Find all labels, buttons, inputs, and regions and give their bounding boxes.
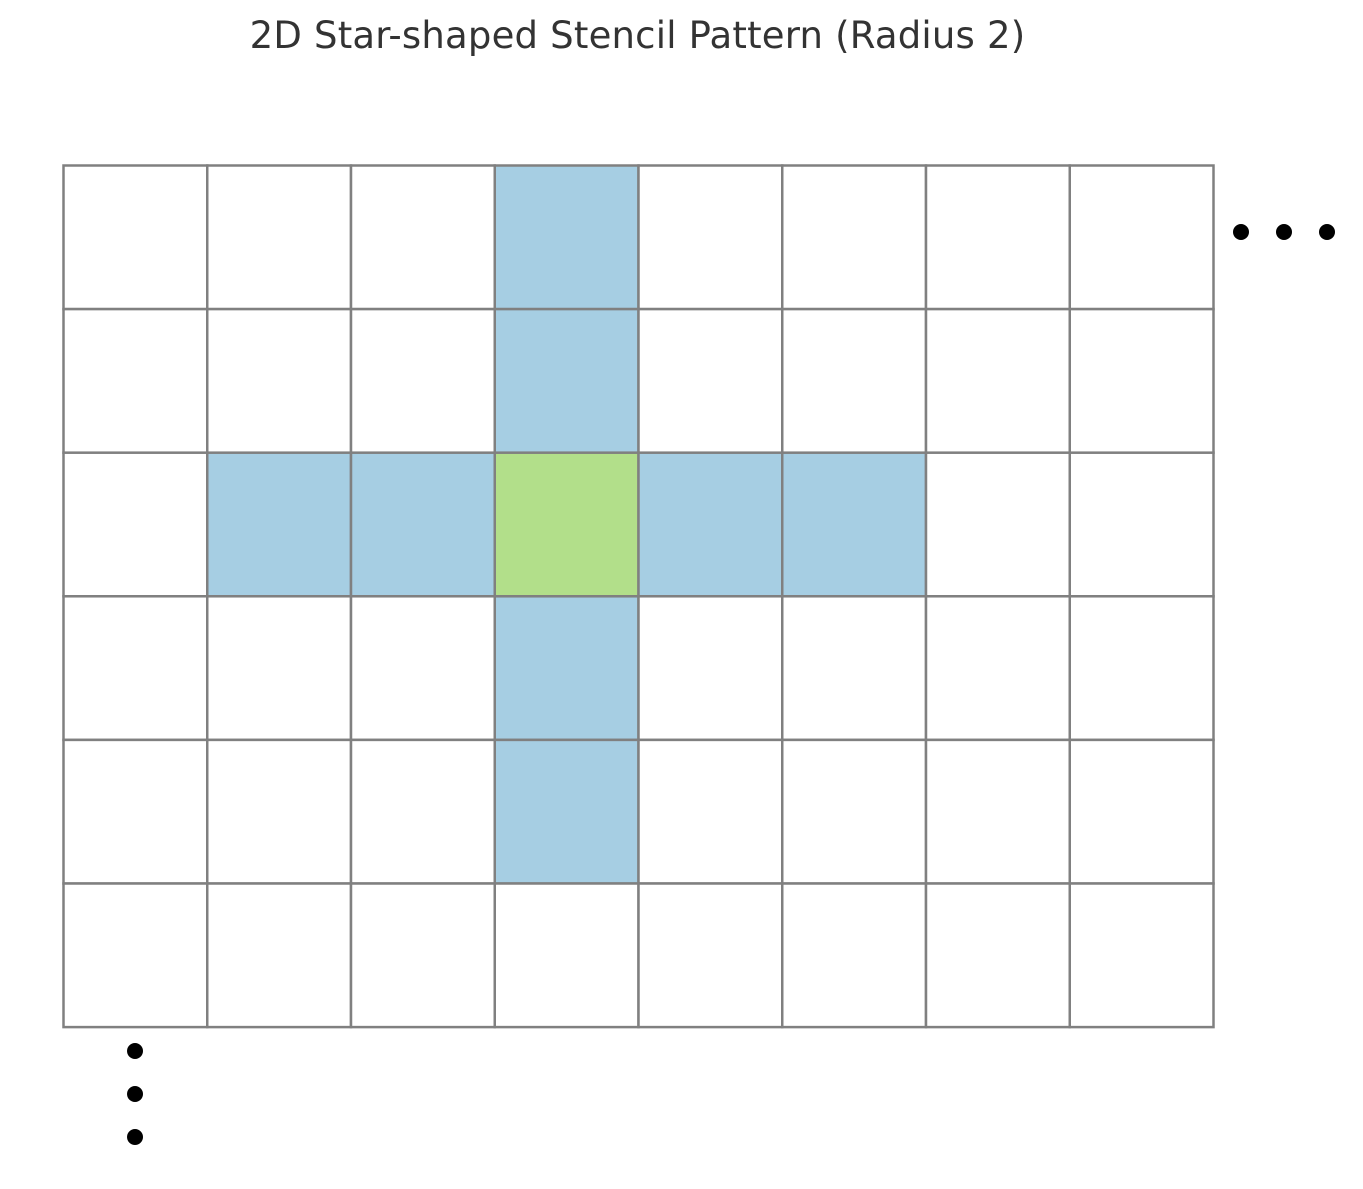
grid-cell <box>924 307 1071 454</box>
stencil-neighbor-cell <box>493 164 640 311</box>
grid-cell <box>924 164 1071 311</box>
stencil-neighbor-cell <box>493 738 640 885</box>
grid-cell <box>349 595 496 742</box>
grid-cell <box>62 451 209 598</box>
grid-cell <box>206 738 353 885</box>
grid-cell <box>924 882 1071 1029</box>
grid-cells <box>62 164 1215 1029</box>
stencil-center-cell <box>493 451 640 598</box>
ellipsis-dot <box>1276 224 1292 240</box>
grid-cell <box>349 738 496 885</box>
stencil-neighbor-cell <box>349 451 496 598</box>
stencil-neighbor-cell <box>493 595 640 742</box>
stencil-neighbor-cell <box>637 451 784 598</box>
grid-cell <box>206 882 353 1029</box>
vertical-ellipsis <box>127 1043 143 1145</box>
grid-cell <box>206 595 353 742</box>
grid-cell <box>1068 164 1215 311</box>
grid-cell <box>781 738 928 885</box>
stencil-neighbor-cell <box>781 451 928 598</box>
ellipsis-dot <box>127 1086 143 1102</box>
grid-cell <box>637 307 784 454</box>
grid-cell <box>349 164 496 311</box>
grid-cell <box>924 451 1071 598</box>
grid-cell <box>1068 738 1215 885</box>
grid-cell <box>62 307 209 454</box>
grid-cell <box>62 882 209 1029</box>
grid-cell <box>1068 882 1215 1029</box>
ellipsis-dot <box>1233 224 1249 240</box>
grid-cell <box>349 882 496 1029</box>
grid-cell <box>781 882 928 1029</box>
grid-cell <box>637 738 784 885</box>
horizontal-ellipsis <box>1233 224 1335 240</box>
grid-cell <box>781 307 928 454</box>
ellipsis-dot <box>127 1129 143 1145</box>
grid-cell <box>62 738 209 885</box>
grid-cell <box>637 882 784 1029</box>
diagram-title: 2D Star-shaped Stencil Pattern (Radius 2… <box>249 14 1026 57</box>
grid-cell <box>62 595 209 742</box>
stencil-neighbor-cell <box>493 307 640 454</box>
ellipsis-dot <box>127 1043 143 1059</box>
grid-cell <box>781 595 928 742</box>
grid-cell <box>924 738 1071 885</box>
grid-cell <box>924 595 1071 742</box>
grid-cell <box>206 307 353 454</box>
grid-cell <box>637 164 784 311</box>
grid-cell <box>206 164 353 311</box>
grid-cell <box>1068 451 1215 598</box>
grid-cell <box>637 595 784 742</box>
ellipsis-dot <box>1319 224 1335 240</box>
grid-cell <box>493 882 640 1029</box>
grid-cell <box>1068 307 1215 454</box>
stencil-neighbor-cell <box>206 451 353 598</box>
grid-cell <box>349 307 496 454</box>
grid-cell <box>1068 595 1215 742</box>
grid-cell <box>62 164 209 311</box>
grid-cell <box>781 164 928 311</box>
